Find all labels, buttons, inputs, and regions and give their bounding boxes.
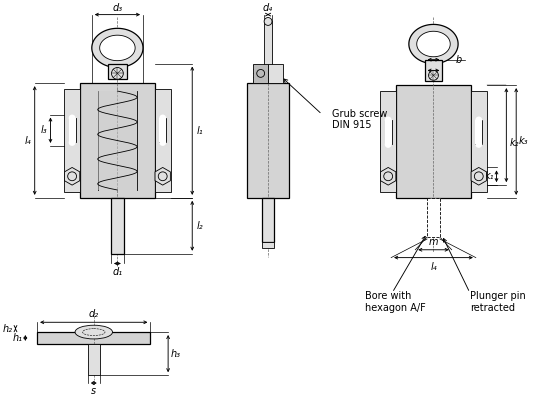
Bar	[268, 64, 283, 83]
Text: Grub screw
DIN 915: Grub screw DIN 915	[332, 109, 387, 130]
Text: d₄: d₄	[263, 3, 273, 13]
Polygon shape	[381, 167, 396, 185]
Circle shape	[158, 172, 167, 181]
Polygon shape	[409, 24, 458, 64]
Polygon shape	[159, 118, 166, 143]
Polygon shape	[425, 60, 442, 81]
Circle shape	[68, 172, 77, 181]
Circle shape	[257, 70, 265, 77]
Text: d₁: d₁	[112, 267, 123, 277]
Polygon shape	[475, 120, 482, 145]
Bar	[396, 85, 471, 198]
Bar	[248, 83, 289, 198]
Bar	[253, 64, 268, 83]
Text: l₄: l₄	[25, 136, 32, 145]
Text: m: m	[428, 237, 438, 247]
Text: l₄: l₄	[430, 262, 437, 271]
Text: d₂: d₂	[89, 309, 99, 320]
Text: l₁: l₁	[196, 126, 203, 136]
Bar	[111, 198, 124, 254]
Text: h₃: h₃	[171, 349, 181, 359]
Circle shape	[159, 115, 166, 122]
Bar	[262, 198, 274, 242]
Text: b: b	[456, 55, 462, 65]
Polygon shape	[64, 89, 80, 192]
Polygon shape	[471, 91, 487, 192]
Polygon shape	[155, 89, 170, 192]
Circle shape	[475, 141, 482, 148]
Text: d₃: d₃	[112, 3, 123, 13]
Polygon shape	[155, 167, 170, 185]
Circle shape	[475, 172, 483, 181]
Text: Plunger pin
retracted: Plunger pin retracted	[470, 291, 526, 313]
Polygon shape	[471, 167, 486, 185]
Circle shape	[428, 70, 438, 80]
Bar	[88, 344, 100, 375]
Text: h₂: h₂	[3, 324, 13, 334]
Polygon shape	[385, 120, 392, 145]
Text: l₂: l₂	[196, 221, 203, 231]
Circle shape	[384, 172, 392, 181]
Circle shape	[264, 17, 272, 26]
Text: k₂: k₂	[509, 138, 519, 148]
Circle shape	[385, 141, 392, 148]
Polygon shape	[417, 31, 450, 57]
Circle shape	[385, 117, 392, 124]
Text: k₃: k₃	[519, 136, 529, 147]
Text: h₁: h₁	[12, 333, 22, 343]
Circle shape	[69, 115, 75, 122]
Polygon shape	[100, 35, 135, 61]
Circle shape	[112, 68, 123, 79]
Polygon shape	[64, 167, 80, 185]
Text: k₁: k₁	[485, 171, 495, 181]
Bar	[80, 83, 155, 198]
Circle shape	[159, 139, 166, 146]
Text: l₃: l₃	[41, 125, 48, 135]
Polygon shape	[108, 64, 127, 79]
Bar	[264, 21, 272, 66]
Polygon shape	[69, 118, 75, 143]
Polygon shape	[380, 91, 396, 192]
Polygon shape	[92, 28, 143, 68]
Ellipse shape	[75, 325, 113, 339]
Text: Bore with
hexagon A/F: Bore with hexagon A/F	[365, 291, 425, 313]
Polygon shape	[98, 91, 118, 190]
Circle shape	[69, 139, 75, 146]
Text: s: s	[91, 386, 97, 396]
Bar	[427, 198, 440, 237]
Bar	[262, 242, 274, 248]
Circle shape	[475, 117, 482, 124]
Polygon shape	[118, 91, 137, 190]
Bar	[37, 332, 150, 344]
